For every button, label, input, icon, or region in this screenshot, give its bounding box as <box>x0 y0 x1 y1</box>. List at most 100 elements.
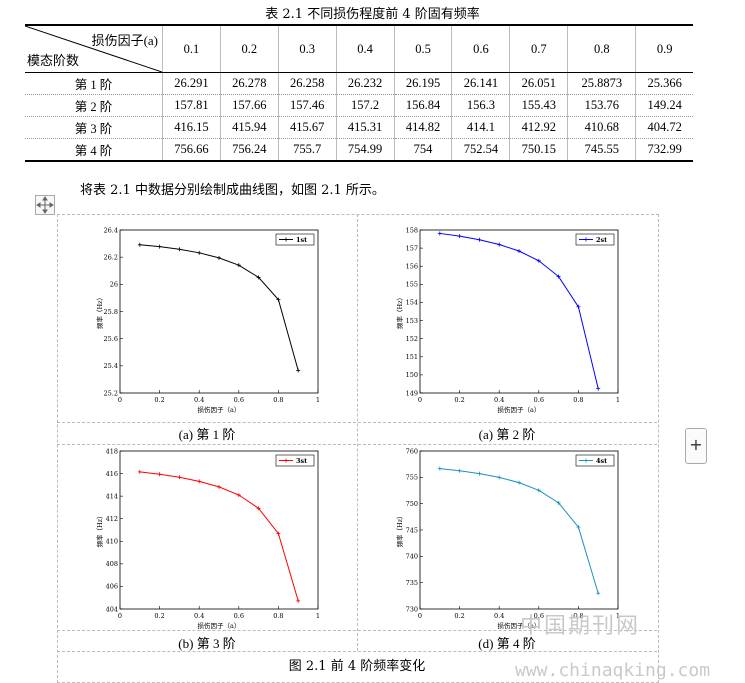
series-line <box>439 468 599 594</box>
row-label: 第 2 阶 <box>25 94 163 117</box>
table-cell: 26.291 <box>162 72 221 95</box>
table-cell: 156.3 <box>451 94 511 117</box>
x-tick-label: 0 <box>118 396 122 404</box>
legend-label: 2st <box>596 236 607 244</box>
plot-frame <box>419 450 619 610</box>
x-tick-label: 1 <box>616 396 620 404</box>
data-point <box>497 242 502 247</box>
table-cell: 26.195 <box>394 72 453 95</box>
data-point <box>556 500 561 505</box>
table-cell: 756.66 <box>162 138 221 162</box>
table-cell: 754 <box>394 138 453 162</box>
y-tick-label: 149 <box>406 389 418 397</box>
table-cell: 755.7 <box>278 138 337 162</box>
data-point <box>437 231 442 236</box>
frequency-table: 损伤因子(a) 模态阶数 0.1 0.2 0.3 0.4 0.5 0.6 0.7… <box>25 24 693 162</box>
data-point <box>256 275 261 280</box>
data-point <box>276 297 281 302</box>
y-tick-label: 750 <box>406 500 418 508</box>
column-header: 0.1 <box>162 24 221 73</box>
data-point <box>296 598 301 603</box>
column-header: 0.3 <box>278 24 337 73</box>
y-tick-label: 25.6 <box>104 335 118 343</box>
x-tick-label: 0.8 <box>573 612 583 620</box>
x-axis-label: 损伤因子（a） <box>198 405 241 414</box>
add-row-button[interactable]: + <box>685 428 707 464</box>
y-tick-label: 26.4 <box>104 226 118 234</box>
data-point <box>477 237 482 242</box>
x-tick-label: 0.4 <box>494 396 504 404</box>
data-point <box>437 466 442 471</box>
y-tick-label: 414 <box>106 492 118 500</box>
move-arrows-icon <box>36 196 54 214</box>
column-header: 0.2 <box>220 24 279 73</box>
y-tick-label: 745 <box>406 526 418 534</box>
y-tick-label: 760 <box>406 447 418 455</box>
data-point <box>197 479 202 484</box>
table-move-handle[interactable] <box>35 195 55 215</box>
y-tick-label: 735 <box>406 579 418 587</box>
row-label: 第 4 阶 <box>25 138 163 162</box>
data-point <box>576 525 581 530</box>
table-cell: 157.66 <box>220 94 279 117</box>
corner-diagonal <box>25 26 162 72</box>
y-tick-label: 412 <box>106 515 118 523</box>
table-row: 第 3 阶 416.15 415.94 415.67 415.31 414.82… <box>25 116 693 139</box>
data-point <box>457 234 462 239</box>
grid-divider-vertical <box>357 214 358 651</box>
data-point <box>157 472 162 477</box>
table-row: 第 4 阶 756.66 756.24 755.7 754.99 754 752… <box>25 138 693 162</box>
table-cell: 26.051 <box>509 72 569 95</box>
table-cell: 414.82 <box>394 116 453 139</box>
data-point <box>536 488 541 493</box>
grid-divider <box>57 651 657 652</box>
table-cell: 415.94 <box>220 116 279 139</box>
subfigure-caption: (b) 第 3 阶 <box>178 636 236 651</box>
subfigure-caption: (d) 第 4 阶 <box>478 636 536 651</box>
y-tick-label: 158 <box>406 226 418 234</box>
x-tick-label: 1 <box>316 396 320 404</box>
data-point <box>517 480 521 485</box>
series-line <box>439 232 599 389</box>
plot-frame <box>119 229 319 394</box>
table-cell: 25.366 <box>635 72 693 95</box>
x-tick-label: 0.6 <box>234 612 244 620</box>
table-header-row: 损伤因子(a) 模态阶数 0.1 0.2 0.3 0.4 0.5 0.6 0.7… <box>25 24 693 73</box>
column-header: 0.7 <box>509 24 569 73</box>
y-tick-label: 410 <box>106 538 118 546</box>
y-tick-label: 408 <box>106 560 118 568</box>
y-tick-label: 25.8 <box>104 308 118 316</box>
data-point <box>137 242 142 247</box>
figure-caption: 图 2.1 前 4 阶频率变化 <box>288 659 426 674</box>
y-tick-label: 418 <box>106 447 118 455</box>
plot-frame <box>419 229 619 394</box>
y-axis-label: 频率（Hz） <box>395 512 404 547</box>
table-cell: 157.81 <box>162 94 221 117</box>
data-point <box>556 274 561 279</box>
column-header: 0.5 <box>394 24 453 73</box>
y-tick-label: 755 <box>406 474 418 482</box>
y-tick-label: 730 <box>406 605 418 613</box>
table-cell: 155.43 <box>509 94 569 117</box>
x-tick-label: 0 <box>118 612 122 620</box>
y-axis-label: 频率（Hz） <box>395 294 404 329</box>
y-tick-label: 416 <box>106 470 118 478</box>
legend-label: 1st <box>296 236 307 244</box>
chart-mode-1: 0 0.2 0.4 0.6 0.8 1 25.2 25.4 25.6 25.8 26 26.2 26.4… <box>92 222 332 421</box>
data-point <box>177 475 182 480</box>
y-tick-label: 404 <box>106 605 118 613</box>
x-tick-label: 0.2 <box>454 612 464 620</box>
body-paragraph: 将表 2.1 中数据分别绘制成曲线图，如图 2.1 所示。 <box>80 183 385 198</box>
y-tick-label: 25.4 <box>104 362 118 370</box>
watermark-url: www.chinaqking.com <box>515 660 711 681</box>
table-cell: 752.54 <box>451 138 511 162</box>
y-tick-label: 740 <box>406 553 418 561</box>
row-label: 第 3 阶 <box>25 116 163 139</box>
legend-box <box>275 454 315 467</box>
subfigure-caption: (a) 第 1 阶 <box>178 427 236 442</box>
data-point <box>517 249 521 254</box>
data-point <box>276 531 281 536</box>
table-caption: 表 2.1 不同损伤程度前 4 阶固有频率 <box>265 7 480 22</box>
legend-label: 4st <box>596 457 607 465</box>
y-tick-label: 406 <box>106 583 118 591</box>
